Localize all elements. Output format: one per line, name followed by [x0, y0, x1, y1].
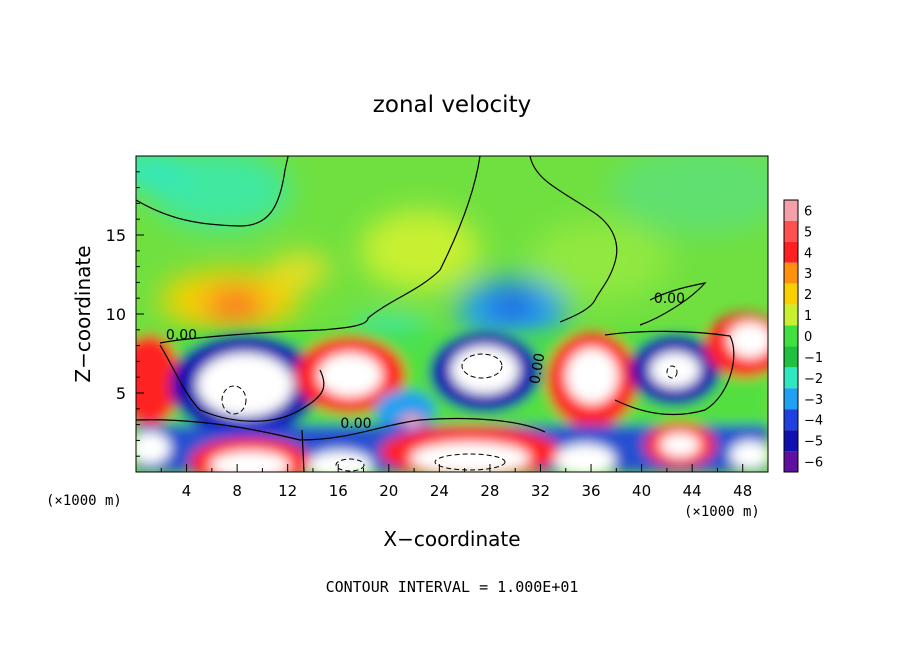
x-tick-label: 40 — [632, 482, 651, 500]
contour-interval-footer: CONTOUR INTERVAL = 1.000E+01 — [326, 578, 579, 596]
y-tick-label: 5 — [116, 384, 126, 403]
colorbar-label: 5 — [804, 225, 812, 240]
colorbar-swatch — [784, 451, 798, 472]
colorbar-label: −3 — [804, 393, 823, 408]
colorbar-swatch — [784, 430, 798, 452]
colorbar-swatch — [784, 367, 798, 389]
x-tick-label: 20 — [379, 482, 398, 500]
x-tick-label: 48 — [733, 482, 752, 500]
colorbar-swatch — [784, 283, 798, 305]
colorbar-swatch — [784, 388, 798, 410]
zero-contours — [136, 156, 735, 472]
x-unit-left: (×1000 m) — [46, 493, 122, 509]
contour-vertical-line — [301, 429, 305, 472]
contour-labels: 0.00 0.00 0.00 0.00 — [166, 291, 685, 432]
x-tick-label: 36 — [581, 482, 600, 500]
colorbar-label: 4 — [804, 246, 812, 261]
x-tick-label: 44 — [683, 482, 702, 500]
x-tick-label: 12 — [278, 482, 297, 500]
colorbar-label: 6 — [804, 204, 812, 219]
y-axis: 5 10 15 — [106, 171, 144, 457]
colorbar-label: 1 — [804, 309, 812, 324]
colorbar-swatch — [784, 220, 798, 242]
colorbar-swatch — [784, 325, 798, 347]
contour-label: 0.00 — [340, 416, 371, 432]
colorbar-label: −2 — [804, 372, 823, 387]
contour-upper-right — [529, 156, 618, 323]
y-tick-label: 10 — [106, 305, 126, 324]
contour-right-tongue — [639, 282, 707, 326]
contour-right-loop — [604, 330, 735, 416]
contour-center-band — [159, 156, 481, 344]
contour-lower-band — [136, 417, 546, 441]
contour-label: 0.00 — [527, 352, 548, 385]
x-unit-right: (×1000 m) — [684, 504, 760, 520]
colorbar-swatch — [784, 346, 798, 368]
x-tick-label: 28 — [480, 482, 499, 500]
x-tick-label: 16 — [329, 482, 348, 500]
x-tick-label: 4 — [182, 482, 192, 500]
x-tick-label: 8 — [232, 482, 242, 500]
heatmap-field — [136, 156, 768, 472]
y-tick-label: 15 — [106, 226, 126, 245]
colorbar-frame — [783, 199, 799, 473]
contour-upper-left — [136, 156, 289, 227]
colorbar-swatch — [784, 241, 798, 263]
field-vortex-layer — [136, 313, 768, 472]
x-axis: 4 8 12 16 20 24 28 32 36 40 44 48 — [160, 464, 752, 500]
colorbar-swatch — [784, 200, 798, 221]
contour-label: 0.00 — [654, 291, 685, 307]
x-tick-label: 24 — [430, 482, 449, 500]
colorbar-label: −6 — [804, 456, 823, 471]
colorbar-label: −4 — [804, 414, 823, 429]
chart-title: zonal velocity — [373, 92, 531, 118]
x-axis-label: X−coordinate — [383, 527, 520, 551]
colorbar-label: −1 — [804, 351, 823, 366]
colorbar: 6 5 4 3 2 1 0 −1 −2 −3 −4 −5 −6 — [783, 199, 823, 473]
field-smooth-layer — [136, 156, 768, 342]
x-tick-label: 32 — [531, 482, 550, 500]
colorbar-swatch — [784, 304, 798, 326]
y-axis-label: Z−coordinate — [71, 245, 95, 382]
colorbar-label: 0 — [804, 330, 812, 345]
colorbar-swatch — [784, 409, 798, 431]
colorbar-label: −5 — [804, 435, 823, 450]
colorbar-label: 2 — [804, 288, 812, 303]
contour-lower-left-loop — [159, 344, 325, 422]
dashed-contours — [221, 353, 678, 472]
colorbar-swatch — [784, 262, 798, 284]
colorbar-label: 3 — [804, 267, 812, 282]
contour-label: 0.00 — [166, 327, 197, 343]
